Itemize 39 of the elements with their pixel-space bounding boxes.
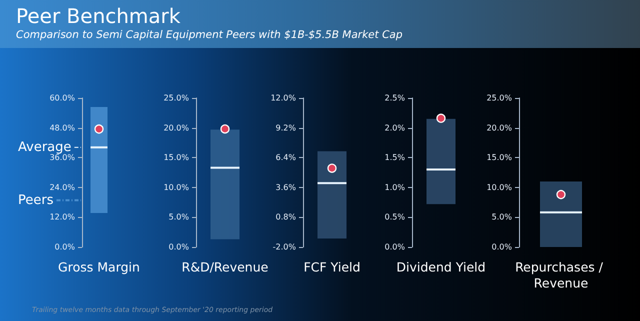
y-tick-label: 15.0% bbox=[486, 153, 512, 162]
y-tick-label: 25.0% bbox=[164, 94, 190, 102]
y-tick-label: 0.0% bbox=[384, 242, 406, 252]
y-tick-label: 0.8% bbox=[276, 212, 296, 222]
y-tick-label: 48.0% bbox=[50, 123, 76, 132]
y-tick-label: 0.0% bbox=[492, 242, 512, 252]
y-tick-label: 1.5% bbox=[384, 153, 406, 162]
x-tick-label: Repurchases / Revenue bbox=[515, 260, 607, 290]
x-tick-label: Dividend Yield bbox=[396, 260, 486, 274]
y-tick-label: 36.0% bbox=[50, 153, 76, 162]
y-tick-label: 0.0% bbox=[54, 242, 76, 252]
x-tick-label: Gross Margin bbox=[58, 260, 140, 274]
y-tick-label: 6.4% bbox=[276, 153, 296, 162]
y-tick-label: 12.0% bbox=[50, 212, 76, 222]
y-tick-label: 25.0% bbox=[486, 94, 512, 102]
legend-label: Peers bbox=[18, 192, 54, 208]
y-tick-label: 1.0% bbox=[384, 182, 406, 192]
y-tick-label: 2.0% bbox=[384, 123, 406, 132]
chart-title: Peer Benchmark bbox=[16, 4, 180, 28]
y-tick-label: 3.6% bbox=[276, 182, 296, 192]
y-tick-label: 15.0% bbox=[164, 153, 190, 162]
y-tick-label: 0.5% bbox=[384, 212, 406, 222]
y-tick-label: 60.0% bbox=[50, 94, 76, 102]
y-tick-label: 12.0% bbox=[270, 94, 296, 102]
y-tick-label: 0.0% bbox=[168, 242, 190, 252]
x-tick-label: R&D/Revenue bbox=[182, 260, 269, 274]
ref-line-label: Average bbox=[18, 140, 72, 155]
text: Comparison to Semi Capital Equipment Peers with $1B-$5.5B Market Cap bbox=[16, 29, 402, 41]
y-tick-label: 5.0% bbox=[492, 212, 512, 222]
y-tick-label: 24.0% bbox=[50, 182, 76, 192]
y-tick-label: 9.2% bbox=[276, 123, 296, 132]
y-tick-label: 20.0% bbox=[486, 123, 512, 132]
y-tick-label: -2.0% bbox=[272, 242, 296, 252]
x-tick-label: FCF Yield bbox=[304, 260, 360, 274]
y-tick-label: 20.0% bbox=[164, 123, 190, 132]
y-tick-label: 10.0% bbox=[486, 182, 512, 192]
y-tick-label: 5.0% bbox=[168, 212, 190, 222]
y-tick-label: 10.0% bbox=[164, 182, 190, 192]
y-tick-label: 2.5% bbox=[384, 94, 406, 102]
